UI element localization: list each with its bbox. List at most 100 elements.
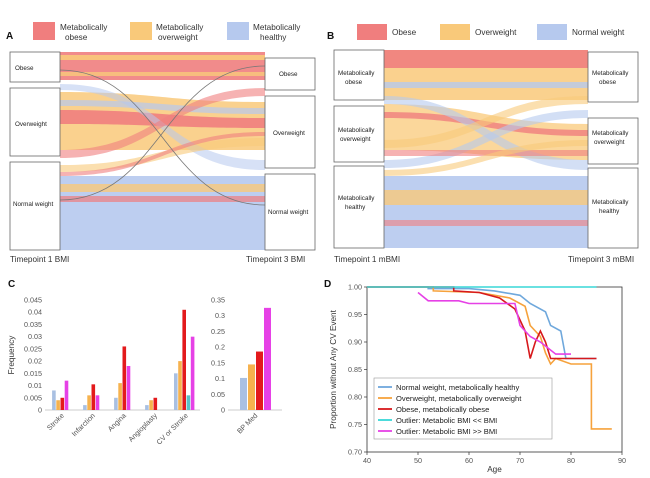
y-tick-label: 0.35 (211, 296, 225, 305)
panel-a-legend: Metabolically obese Metabolically overwe… (33, 22, 301, 42)
node-right-metabolically-obese (587, 51, 639, 103)
panel-b-legend: Obese Overweight Normal weight (357, 24, 625, 40)
legend-swatch-metabolically-obese (33, 22, 55, 40)
bar (91, 384, 96, 410)
y-tick-label: 0.95 (348, 310, 362, 319)
y-tick-label: 0.02 (28, 357, 42, 366)
bar (264, 307, 271, 410)
y-tick-label: 0.85 (348, 365, 362, 374)
bar (178, 361, 182, 410)
bar (83, 405, 87, 410)
bar (182, 309, 186, 410)
legend-swatch-metabolically-overweight (130, 22, 152, 40)
x-tick-label: BP Med (235, 411, 259, 435)
series-line (367, 286, 597, 360)
bar (122, 346, 127, 410)
panel-a-sankey-flows (59, 52, 266, 250)
x-tick-label: 70 (516, 456, 524, 465)
panel-b-sankey-flows (384, 50, 588, 248)
x-tick-label: Infarction (70, 411, 97, 438)
y-tick-label: 0.70 (348, 448, 362, 457)
node-right-metabolically-overweight-label: Metabolically (592, 130, 629, 137)
node-right-normal-weight (264, 173, 316, 251)
node-left-obese-label: Obese (15, 65, 34, 72)
legend-label-metabolically-overweight: Metabolically (156, 23, 204, 32)
node-right-metabolically-overweight (587, 117, 639, 165)
node-right-overweight (264, 95, 316, 169)
bar (87, 395, 91, 410)
bar (256, 351, 263, 410)
x-tick-label: CV or Stroke (154, 411, 189, 446)
legend-label: Outlier: Metabolic BMI << BMI (396, 416, 497, 425)
y-tick-label: 0.90 (348, 338, 362, 347)
node-left-overweight (9, 87, 61, 157)
node-right-normal-weight-label: Normal weight (268, 209, 308, 216)
panel-a-right-nodes: Obese Overweight Normal weight (264, 57, 316, 251)
node-right-metabolically-healthy-label-line2: healthy (599, 208, 620, 215)
legend-swatch-overweight (440, 24, 470, 40)
node-left-metabolically-overweight (333, 105, 385, 163)
y-tick-label: 0.2 (215, 343, 225, 352)
x-tick-label: Angioplasty (126, 411, 159, 444)
bar (64, 380, 69, 410)
bar (114, 397, 118, 410)
x-tick-label: 50 (414, 456, 422, 465)
node-right-obese-label: Obese (279, 71, 298, 78)
x-tick-label: 90 (618, 456, 626, 465)
y-axis-title: Proportion without Any CV Event (329, 309, 338, 429)
bar (186, 395, 191, 410)
panel-b-right-axis-label: Timepoint 3 mBMI (568, 255, 634, 264)
bar (60, 397, 65, 410)
node-right-metabolically-obese-label-line2: obese (599, 79, 617, 86)
y-tick-label: 0.1 (215, 374, 225, 383)
series-line (367, 286, 612, 430)
node-left-metabolically-overweight-label-line2: overweight (340, 136, 371, 143)
chart-d-survival-curves: 40 50 60 70 80 90 0.70 0.75 0.80 0.85 0.90 0.95 1.00… (329, 283, 626, 475)
legend-label-overweight: Overweight (475, 28, 517, 37)
chart-c-events-frequency: 0 0.005 0.01 0.015 0.02 0.025 0.03 0.035 0.04 0.0… (7, 296, 200, 447)
panel-b-right-nodes: Metabolically obese Metabolically overwe… (587, 51, 639, 249)
node-right-metabolically-overweight-label-line2: overweight (594, 139, 625, 146)
bar (52, 390, 56, 410)
y-tick-label: 1.00 (348, 283, 362, 292)
x-tick-label: Angina (106, 411, 128, 433)
y-tick-label: 0.3 (215, 311, 225, 320)
legend-label-normal-weight: Normal weight (572, 28, 625, 37)
y-tick-label: 0.035 (24, 320, 42, 329)
bar (149, 400, 153, 410)
bar (153, 397, 158, 410)
bar (95, 395, 100, 410)
node-left-normal-weight (9, 161, 61, 251)
panel-a-left-axis-label: Timepoint 1 BMI (10, 255, 69, 264)
legend-label: Normal weight, metabolically healthy (396, 383, 519, 392)
legend-label-metabolically-obese-line2: obese (65, 33, 88, 42)
y-axis-title: Frequency (7, 335, 16, 375)
y-tick-label: 0.045 (24, 296, 42, 305)
series-line (417, 291, 571, 355)
legend-swatch-metabolically-healthy (227, 22, 249, 40)
legend-label: Obese, metabolically obese (396, 405, 489, 414)
node-right-metabolically-healthy (587, 167, 639, 249)
legend-label: Outlier: Metabolic BMI >> BMI (396, 427, 497, 436)
panel-b-left-axis-label: Timepoint 1 mBMI (334, 255, 400, 264)
x-tick-label: 80 (567, 456, 575, 465)
legend-label-metabolically-overweight-line2: overweight (158, 33, 198, 42)
node-left-overweight-label: Overweight (15, 121, 47, 128)
panel-b-left-nodes: Metabolically obese Metabolically overwe… (333, 49, 385, 249)
y-tick-label: 0.05 (211, 390, 225, 399)
node-left-metabolically-obese-label: Metabolically (338, 70, 375, 77)
y-tick-label: 0 (221, 406, 225, 415)
y-tick-label: 0.80 (348, 393, 362, 402)
y-tick-label: 0.75 (348, 420, 362, 429)
node-left-metabolically-healthy (333, 165, 385, 249)
legend-swatch-obese (357, 24, 387, 40)
legend-swatch-normal-weight (537, 24, 567, 40)
bar (174, 373, 178, 410)
bar (118, 383, 122, 410)
node-right-metabolically-obese-label: Metabolically (592, 70, 629, 77)
panel-c-label: C (8, 279, 15, 290)
y-tick-label: 0.01 (28, 381, 42, 390)
bar (248, 364, 255, 410)
legend-label-metabolically-healthy: Metabolically (253, 23, 301, 32)
